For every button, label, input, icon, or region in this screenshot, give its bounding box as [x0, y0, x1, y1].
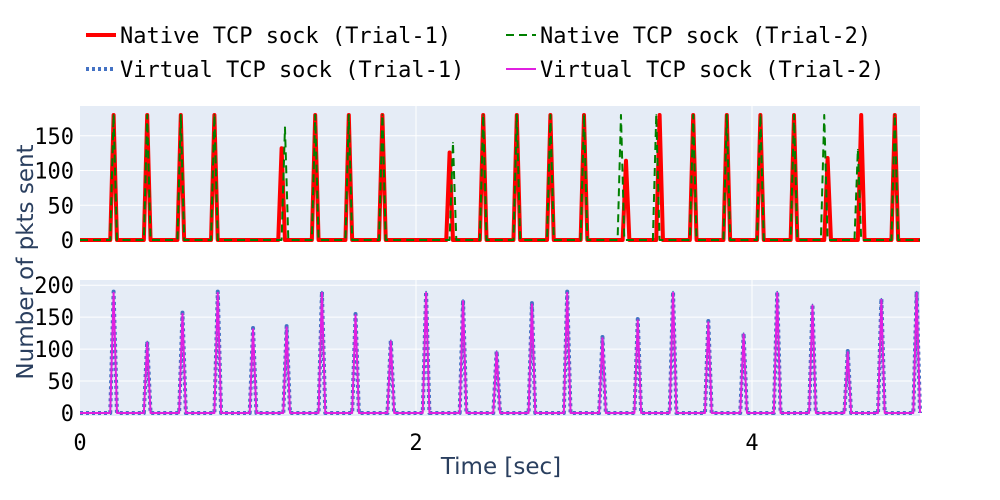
data-point [811, 304, 814, 307]
plot-area-1 [80, 106, 920, 240]
y-tick-label: 150 [34, 125, 74, 150]
y-tick-label: 50 [48, 194, 75, 219]
data-point [181, 313, 184, 315]
data-point [726, 114, 728, 116]
x-tick-label: 4 [745, 431, 758, 456]
data-point [658, 114, 661, 116]
data-point [583, 114, 585, 116]
data-point [620, 114, 622, 116]
data-point [826, 157, 829, 159]
y-tick-label: 0 [61, 229, 74, 254]
data-point [321, 292, 323, 294]
legend-item-native-trial-1[interactable]: Native TCP sock (Trial-1) [86, 24, 451, 49]
data-point [252, 328, 254, 331]
data-point [915, 292, 918, 294]
data-point [860, 114, 862, 116]
data-point [823, 114, 826, 116]
data-point [707, 321, 710, 324]
legend-item-virtual-trial-2[interactable]: Virtual TCP sock (Trial-2) [506, 58, 884, 83]
data-point [857, 148, 859, 151]
y-tick-label: 150 [34, 306, 74, 331]
y-axis-title: Number of pkts sent [13, 144, 39, 379]
legend: Native TCP sock (Trial-1) Native TCP soc… [86, 24, 884, 83]
data-point [692, 114, 694, 116]
data-point [216, 292, 219, 294]
data-point [566, 292, 568, 294]
legend-label-virtual-trial-1: Virtual TCP sock (Trial-1) [120, 58, 464, 83]
y-tick-label: 0 [61, 402, 74, 427]
data-point [655, 114, 658, 116]
data-point [348, 114, 350, 116]
legend-item-native-trial-2[interactable]: Native TCP sock (Trial-2) [506, 24, 871, 49]
legend-label-native-trial-1: Native TCP sock (Trial-1) [120, 24, 451, 49]
data-point [112, 114, 115, 116]
data-point [601, 337, 604, 340]
data-point [894, 114, 896, 116]
data-point [280, 147, 283, 150]
data-point [516, 114, 518, 116]
data-point [180, 114, 182, 116]
data-point [776, 292, 778, 294]
y-tick-label: 200 [34, 274, 74, 299]
x-tick-label: 2 [409, 431, 422, 456]
data-point [742, 333, 745, 336]
data-point [146, 341, 148, 344]
data-point [846, 351, 849, 354]
legend-label-virtual-trial-2: Virtual TCP sock (Trial-2) [540, 58, 884, 83]
data-point [759, 114, 762, 116]
data-point [448, 151, 451, 154]
data-point [314, 114, 317, 116]
bottom-panel: 0 50 100 150 200 [34, 274, 922, 427]
data-point [495, 351, 498, 354]
y-tick-label: 50 [48, 370, 75, 395]
x-axis-ticks: 0 2 4 [73, 431, 758, 456]
data-point [531, 303, 533, 306]
data-point [880, 299, 883, 301]
x-axis-title: Time [sec] [440, 454, 561, 480]
data-point [425, 292, 427, 294]
data-point [285, 326, 288, 329]
data-point [112, 292, 115, 294]
y-tick-label: 100 [34, 338, 74, 363]
data-point [213, 114, 216, 116]
top-panel: 0 50 100 150 [34, 106, 920, 254]
legend-item-virtual-trial-1[interactable]: Virtual TCP sock (Trial-1) [86, 58, 464, 83]
legend-label-native-trial-2: Native TCP sock (Trial-2) [540, 24, 871, 49]
data-point [636, 319, 639, 322]
data-point [625, 160, 627, 162]
data-point [462, 300, 464, 302]
data-point [793, 114, 795, 116]
data-point [354, 314, 357, 317]
data-point [549, 114, 552, 116]
data-point [284, 126, 286, 129]
data-point [381, 114, 384, 116]
data-point [146, 114, 148, 116]
x-tick-label: 0 [73, 431, 86, 456]
data-point [672, 292, 674, 294]
data-point [452, 141, 454, 144]
series-line-native-tcp-sock-trial-2 [80, 113, 920, 241]
data-point [482, 114, 485, 116]
data-point [390, 340, 392, 343]
series-line-virtual-tcp-sock-trial-2 [80, 291, 921, 414]
y-tick-label: 100 [34, 160, 74, 185]
